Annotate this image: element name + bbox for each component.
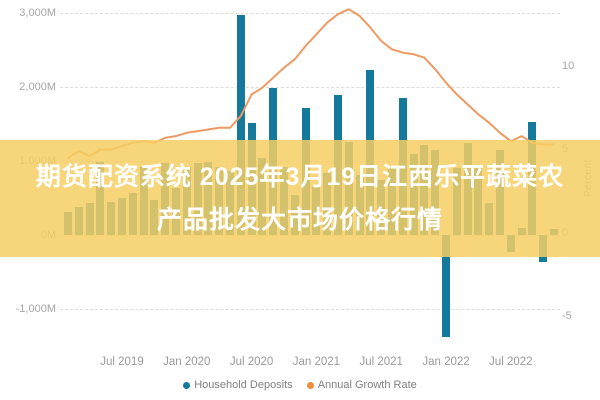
left-axis-tick-label: 2,000M	[19, 80, 56, 93]
legend-item-household-deposits[interactable]: Household Deposits	[183, 379, 293, 391]
household-deposits-bar[interactable]	[442, 235, 450, 338]
banner-title-line2: 产品批发大市场价格行情	[156, 205, 443, 234]
left-axis-tick-label: 3,000M	[19, 6, 56, 19]
legend-item-annual-growth-rate[interactable]: Annual Growth Rate	[306, 379, 417, 391]
right-axis-tick-label: 10	[562, 59, 575, 72]
banner-title-line1: 期货配资系统 2025年3月19日江西乐平蔬菜农	[35, 162, 565, 191]
annual-growth-rate-line[interactable]	[67, 8, 555, 159]
gridline	[60, 309, 560, 310]
x-axis-tick-label: Jul 2021	[359, 356, 403, 368]
legend-label: Annual Growth Rate	[317, 379, 417, 391]
x-axis-tick-label: Jul 2022	[489, 356, 533, 368]
gridline	[60, 13, 560, 14]
annual-growth-rate-dot-icon	[306, 381, 314, 389]
left-axis-tick-label: -1,000M	[15, 302, 56, 315]
overlay-banner: 期货配资系统 2025年3月19日江西乐平蔬菜农 产品批发大市场价格行情	[0, 140, 600, 257]
x-axis-tick-label: Jul 2020	[229, 356, 274, 368]
x-axis-tick-label: Jan 2022	[422, 356, 470, 368]
legend: Household Deposits Annual Growth Rate	[0, 379, 600, 391]
banner-background	[0, 140, 600, 257]
x-axis-tick-label: Jan 2021	[292, 356, 341, 368]
household-deposits-dot-icon	[183, 381, 191, 389]
gridline	[60, 87, 560, 88]
right-axis-tick-label: -5	[562, 310, 572, 322]
x-axis-tick-label: Jul 2019	[100, 356, 144, 368]
legend-label: Household Deposits	[194, 379, 293, 391]
x-axis-tick-label: Jan 2020	[163, 356, 211, 368]
